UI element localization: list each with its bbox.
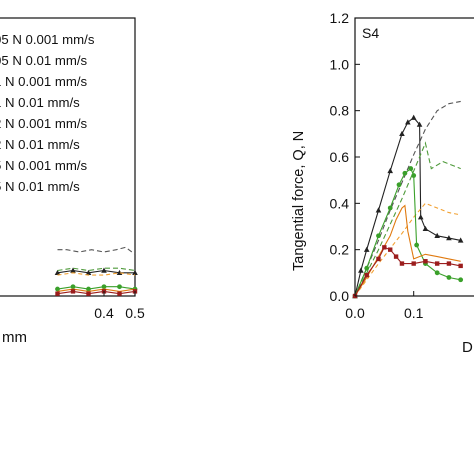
right-series-6-point [382, 245, 387, 250]
right-series-6-point [393, 254, 399, 259]
left-x-axis-label: mm [2, 329, 27, 346]
legend-entry: 1 N 0.01 mm/s [0, 95, 80, 110]
right-y-tick-label: 0.0 [330, 288, 350, 304]
right-series-1-point [399, 130, 405, 137]
right-series-6-point [399, 261, 405, 266]
right-series-4-point [434, 270, 440, 276]
right-y-ticks: 0.0 0.2 0.4 0.6 0.8 1.0 1.2 [330, 10, 360, 304]
left-series-4-point [70, 284, 76, 290]
left-x-tick-label: 0.5 [125, 305, 145, 321]
right-chart-panel: 0.0 0.2 0.4 0.6 0.8 1.0 1.2 0.0 0.1 S4 Tangenti… [291, 10, 474, 356]
legend-entry: 05 N 0.001 mm/s [0, 32, 95, 47]
left-series-group [54, 246, 138, 296]
left-x-ticks: 0.4 0.5 [94, 291, 145, 321]
right-series-4-point [402, 170, 408, 176]
right-series-group [352, 100, 464, 299]
left-legend: 05 N 0.001 mm/s 05 N 0.01 mm/s 1 N 0.001 m… [0, 32, 95, 194]
right-series-line-3 [354, 202, 461, 297]
right-series-1-point [434, 232, 440, 238]
right-y-tick-label: 1.0 [330, 56, 350, 72]
right-series-4-point [396, 182, 402, 188]
legend-entry: 5 N 0.01 mm/s [0, 179, 80, 194]
right-series-6-point [376, 256, 381, 262]
right-y-tick-label: 0.8 [330, 103, 350, 119]
right-y-tick-label: 0.6 [330, 149, 350, 165]
legend-entry: 2 N 0.001 mm/s [0, 116, 87, 131]
right-series-6-point [458, 263, 463, 269]
left-chart-panel: 0.4 0.5 05 N 0.001 mm/s 05 N 0.01 mm/s 1 N … [0, 17, 145, 346]
right-series-6-point [423, 259, 428, 264]
right-x-axis-label: D [462, 339, 473, 356]
left-series-1-point [101, 267, 107, 273]
left-series-4-point [101, 284, 107, 290]
right-series-4-point [446, 275, 452, 280]
right-series-4-point [387, 205, 393, 211]
left-series-4-point [86, 286, 91, 292]
left-plot-frame [0, 17, 136, 297]
right-panel-label: S4 [362, 25, 379, 41]
right-series-6-point [434, 261, 440, 266]
left-series-6-point [55, 291, 60, 296]
right-series-line-6 [354, 246, 461, 297]
right-plot-frame [354, 17, 474, 297]
left-series-line-6 [57, 290, 136, 295]
legend-entry: 05 N 0.01 mm/s [0, 53, 87, 68]
right-x-tick-label: 0.1 [404, 305, 424, 321]
right-series-4-point [376, 233, 381, 239]
legend-entry: 1 N 0.001 mm/s [0, 74, 87, 89]
right-series-4-point [364, 265, 370, 271]
right-y-tick-label: 0.2 [330, 242, 350, 258]
right-series-6-point [388, 247, 393, 252]
legend-entry: 2 N 0.01 mm/s [0, 137, 80, 152]
right-series-1-point [457, 237, 464, 243]
left-x-tick-label: 0.4 [94, 305, 114, 321]
left-series-line-4 [57, 286, 136, 290]
right-series-1-point [417, 214, 424, 220]
left-series-4-point [55, 286, 60, 292]
right-y-tick-label: 0.4 [330, 195, 350, 211]
right-series-6-point [446, 261, 452, 266]
left-series-line-3 [57, 272, 136, 276]
right-x-tick-label: 0.0 [345, 305, 365, 321]
left-series-1-point [116, 269, 123, 276]
right-series-4-point [458, 277, 464, 283]
legend-entry: 5 N 0.001 mm/s [0, 158, 87, 173]
left-series-6-point [86, 291, 91, 296]
left-series-1-point [132, 269, 138, 276]
right-series-6-point [364, 272, 369, 278]
right-y-tick-label: 1.2 [330, 10, 350, 26]
left-series-1-point [54, 269, 61, 276]
right-series-1-point [375, 207, 382, 213]
right-series-4-point [408, 166, 414, 171]
right-y-axis-label: Tangential force, Q, N [291, 131, 307, 271]
left-series-line-0 [57, 246, 136, 255]
left-series-line-5 [57, 288, 136, 292]
right-series-1-point [446, 235, 452, 241]
right-series-1-point [405, 119, 411, 125]
left-series-line-2 [57, 267, 136, 272]
right-series-1-point [416, 121, 423, 127]
left-series-4-point [117, 284, 122, 290]
right-x-ticks: 0.0 0.1 [345, 291, 424, 321]
right-series-1-point [410, 114, 417, 120]
right-series-line-5 [354, 204, 461, 297]
right-series-1-point [363, 246, 370, 252]
left-series-1-point [85, 269, 92, 276]
right-series-4-point [414, 242, 420, 248]
left-series-6-point [117, 291, 122, 296]
right-series-4-point [411, 173, 417, 178]
right-series-1-point [358, 267, 364, 273]
left-series-1-point [70, 267, 76, 273]
left-series-line-1 [57, 269, 135, 274]
right-series-line-0 [354, 100, 461, 297]
left-series-6-point [70, 289, 76, 294]
right-series-6-point [411, 261, 416, 266]
right-series-line-2 [354, 141, 461, 297]
right-series-1-point [422, 225, 429, 232]
right-series-line-1 [354, 116, 461, 297]
right-series-1-point [387, 167, 394, 174]
